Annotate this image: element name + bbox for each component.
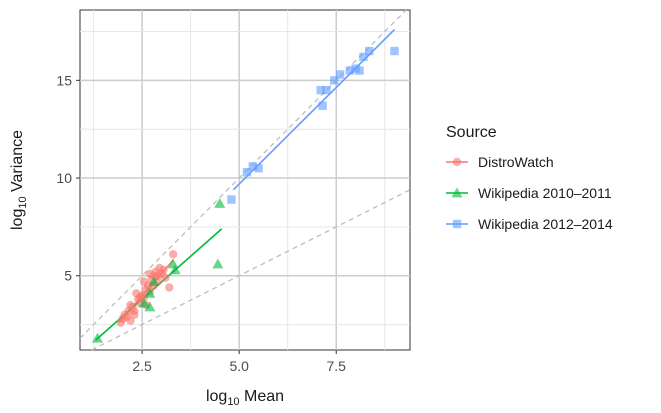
data-points (91, 46, 399, 343)
y-tick-label: 5 (64, 268, 72, 284)
data-point-series-1 (135, 293, 145, 302)
x-tick-label: 5.0 (229, 358, 249, 374)
data-point-series-3 (248, 162, 257, 171)
data-point-series-3 (318, 101, 327, 110)
data-point-series-3 (322, 85, 331, 95)
data-point-series-1 (168, 250, 178, 259)
legend-key-2 (446, 187, 468, 198)
reference-line-2 (91, 189, 411, 351)
reference-lines (79, 9, 411, 351)
legend-label-2: Wikipedia 2010–2011 (478, 185, 612, 201)
data-point-series-1 (159, 265, 168, 275)
legend-label-1: DistroWatch (478, 154, 554, 170)
legend-key-marker (451, 187, 463, 198)
legend-label-3: Wikipedia 2012–2014 (478, 216, 613, 232)
data-point-series-1 (139, 277, 149, 286)
data-point-series-2 (144, 287, 156, 298)
data-point-series-3 (345, 66, 355, 75)
data-point-series-3 (254, 164, 263, 173)
data-point-series-2 (212, 258, 224, 269)
legend-key-3 (446, 219, 468, 229)
x-axis-title: log10 Mean (206, 388, 284, 408)
data-point-series-1 (161, 273, 170, 282)
legend: Source DistroWatch Wikipedia 2010–2011 Wik… (446, 124, 613, 232)
data-point-series-3 (227, 195, 236, 204)
data-point-series-1 (165, 283, 174, 292)
legend-title: Source (446, 124, 497, 141)
data-point-series-2 (169, 264, 181, 275)
legend-key-1 (446, 157, 468, 167)
fit-line-series-3 (232, 28, 396, 191)
y-tick-label: 15 (56, 72, 72, 88)
legend-key-marker (452, 219, 462, 229)
x-tick-label: 7.5 (327, 358, 347, 374)
grid (80, 10, 410, 350)
y-axis: 5 10 15 (56, 72, 80, 284)
data-point-series-2 (148, 276, 160, 287)
data-point-series-2 (91, 332, 103, 343)
data-point-series-2 (138, 297, 150, 308)
data-point-series-3 (330, 76, 339, 85)
data-point-series-3 (390, 46, 399, 56)
data-point-series-1 (153, 271, 162, 280)
data-point-series-2 (144, 301, 156, 312)
x-axis: 2.5 5.0 7.5 (132, 350, 346, 374)
data-point-series-3 (335, 70, 345, 79)
data-point-series-3 (316, 85, 325, 95)
data-point-series-3 (365, 46, 374, 56)
y-tick-label: 10 (56, 170, 72, 186)
legend-key-marker (452, 157, 462, 167)
data-point-series-1 (145, 269, 155, 278)
data-point-series-3 (359, 52, 368, 62)
y-axis-title: log10 Variance (9, 130, 29, 230)
data-point-series-3 (355, 66, 364, 75)
data-point-series-2 (214, 197, 226, 208)
x-tick-label: 2.5 (132, 358, 152, 374)
data-point-series-1 (126, 316, 135, 325)
data-point-series-3 (242, 167, 252, 177)
